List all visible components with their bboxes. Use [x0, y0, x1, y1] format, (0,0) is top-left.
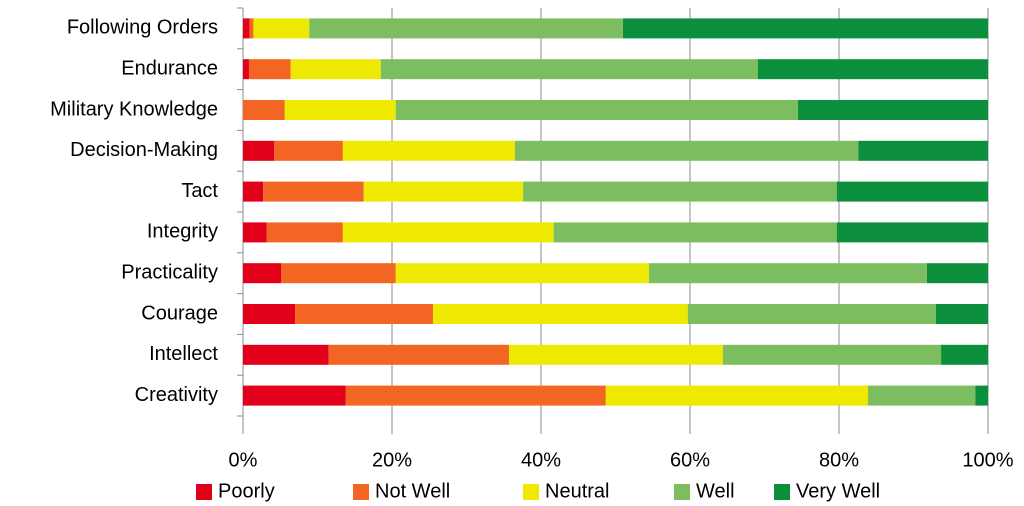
legend-label: Well	[696, 480, 735, 502]
legend-swatch	[353, 484, 369, 500]
legend-swatch	[674, 484, 690, 500]
bar-segment	[395, 100, 799, 120]
bar-segment	[249, 18, 254, 39]
y-tick-label: Following Orders	[67, 17, 218, 39]
bar-segment	[858, 140, 988, 161]
bar-segment	[243, 222, 267, 243]
x-tick-label: 20%	[372, 449, 412, 471]
bar-segment	[280, 263, 396, 284]
bar-segment	[836, 222, 988, 243]
bar-segment	[514, 140, 859, 161]
y-tick-label: Integrity	[147, 221, 218, 243]
bar-segment	[243, 385, 346, 406]
bar-segment	[263, 181, 364, 202]
bar-segment	[757, 59, 988, 80]
bar-segment	[243, 304, 296, 324]
bar-segment	[248, 59, 291, 80]
y-tick-label: Decision-Making	[70, 139, 218, 161]
legend-label: Very Well	[796, 480, 880, 502]
bar-segment	[363, 181, 524, 202]
bar-segment	[722, 344, 942, 365]
y-tick-label: Practicality	[121, 261, 218, 283]
bar-segment	[243, 18, 250, 39]
bar-segment	[941, 344, 988, 365]
bar-segment	[243, 100, 285, 120]
bar-segment	[309, 18, 623, 39]
y-tick-label: Military Knowledge	[50, 98, 218, 120]
bar-segment	[266, 222, 343, 243]
bar-segment	[605, 385, 869, 406]
bar-segment	[345, 385, 606, 406]
bar-segment	[253, 18, 310, 39]
bar-segment	[622, 18, 988, 39]
bar-segment	[243, 181, 264, 202]
bar-segment	[243, 140, 275, 161]
legend-swatch	[523, 484, 539, 500]
x-tick-label: 40%	[521, 449, 561, 471]
x-tick-label: 100%	[962, 449, 1013, 471]
y-tick-label: Courage	[141, 302, 218, 324]
bar-segment	[243, 263, 281, 284]
legend-swatch	[774, 484, 790, 500]
bar-segment	[975, 385, 988, 406]
bar-segment	[649, 263, 927, 284]
bar-segment	[395, 263, 650, 284]
bar-segment	[935, 304, 988, 324]
bar-segment	[284, 100, 396, 120]
bar-segment	[508, 344, 723, 365]
bar-segment	[342, 222, 554, 243]
bar-segment	[342, 140, 515, 161]
bar-segment	[432, 304, 688, 324]
legend-label: Poorly	[218, 480, 275, 502]
bar-segment	[243, 59, 249, 80]
bar-segment	[926, 263, 988, 284]
legend-label: Not Well	[375, 480, 450, 502]
x-tick-label: 0%	[229, 449, 258, 471]
bar-segment	[553, 222, 837, 243]
y-tick-label: Creativity	[135, 384, 218, 406]
bar-segment	[798, 100, 988, 120]
bar-segment	[274, 140, 343, 161]
x-tick-label: 60%	[670, 449, 710, 471]
legend-label: Neutral	[545, 480, 609, 502]
bar-segment	[290, 59, 381, 80]
bar-segment	[836, 181, 988, 202]
y-tick-label: Tact	[181, 180, 218, 202]
bar-segment	[687, 304, 936, 324]
y-tick-label: Endurance	[121, 57, 218, 79]
bar-segment	[380, 59, 758, 80]
y-tick-label: Intellect	[149, 343, 218, 365]
bar-segment	[868, 385, 976, 406]
bar-segment	[328, 344, 509, 365]
legend-swatch	[196, 484, 212, 500]
bar-segment	[295, 304, 433, 324]
bar-segment	[523, 181, 837, 202]
bar-segment	[243, 344, 329, 365]
x-tick-label: 80%	[819, 449, 859, 471]
